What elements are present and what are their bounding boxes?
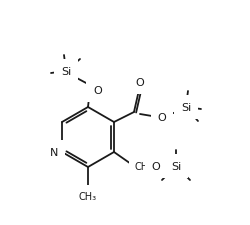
Text: CH₃: CH₃	[79, 191, 97, 201]
Text: Si: Si	[171, 161, 181, 171]
Text: N: N	[50, 147, 58, 157]
Text: O: O	[136, 78, 144, 88]
Text: Si: Si	[181, 103, 191, 112]
Text: O: O	[93, 86, 102, 96]
Text: O: O	[158, 112, 166, 122]
Text: Si: Si	[61, 67, 71, 77]
Text: CH₂: CH₂	[135, 161, 153, 171]
Text: O: O	[152, 161, 160, 171]
